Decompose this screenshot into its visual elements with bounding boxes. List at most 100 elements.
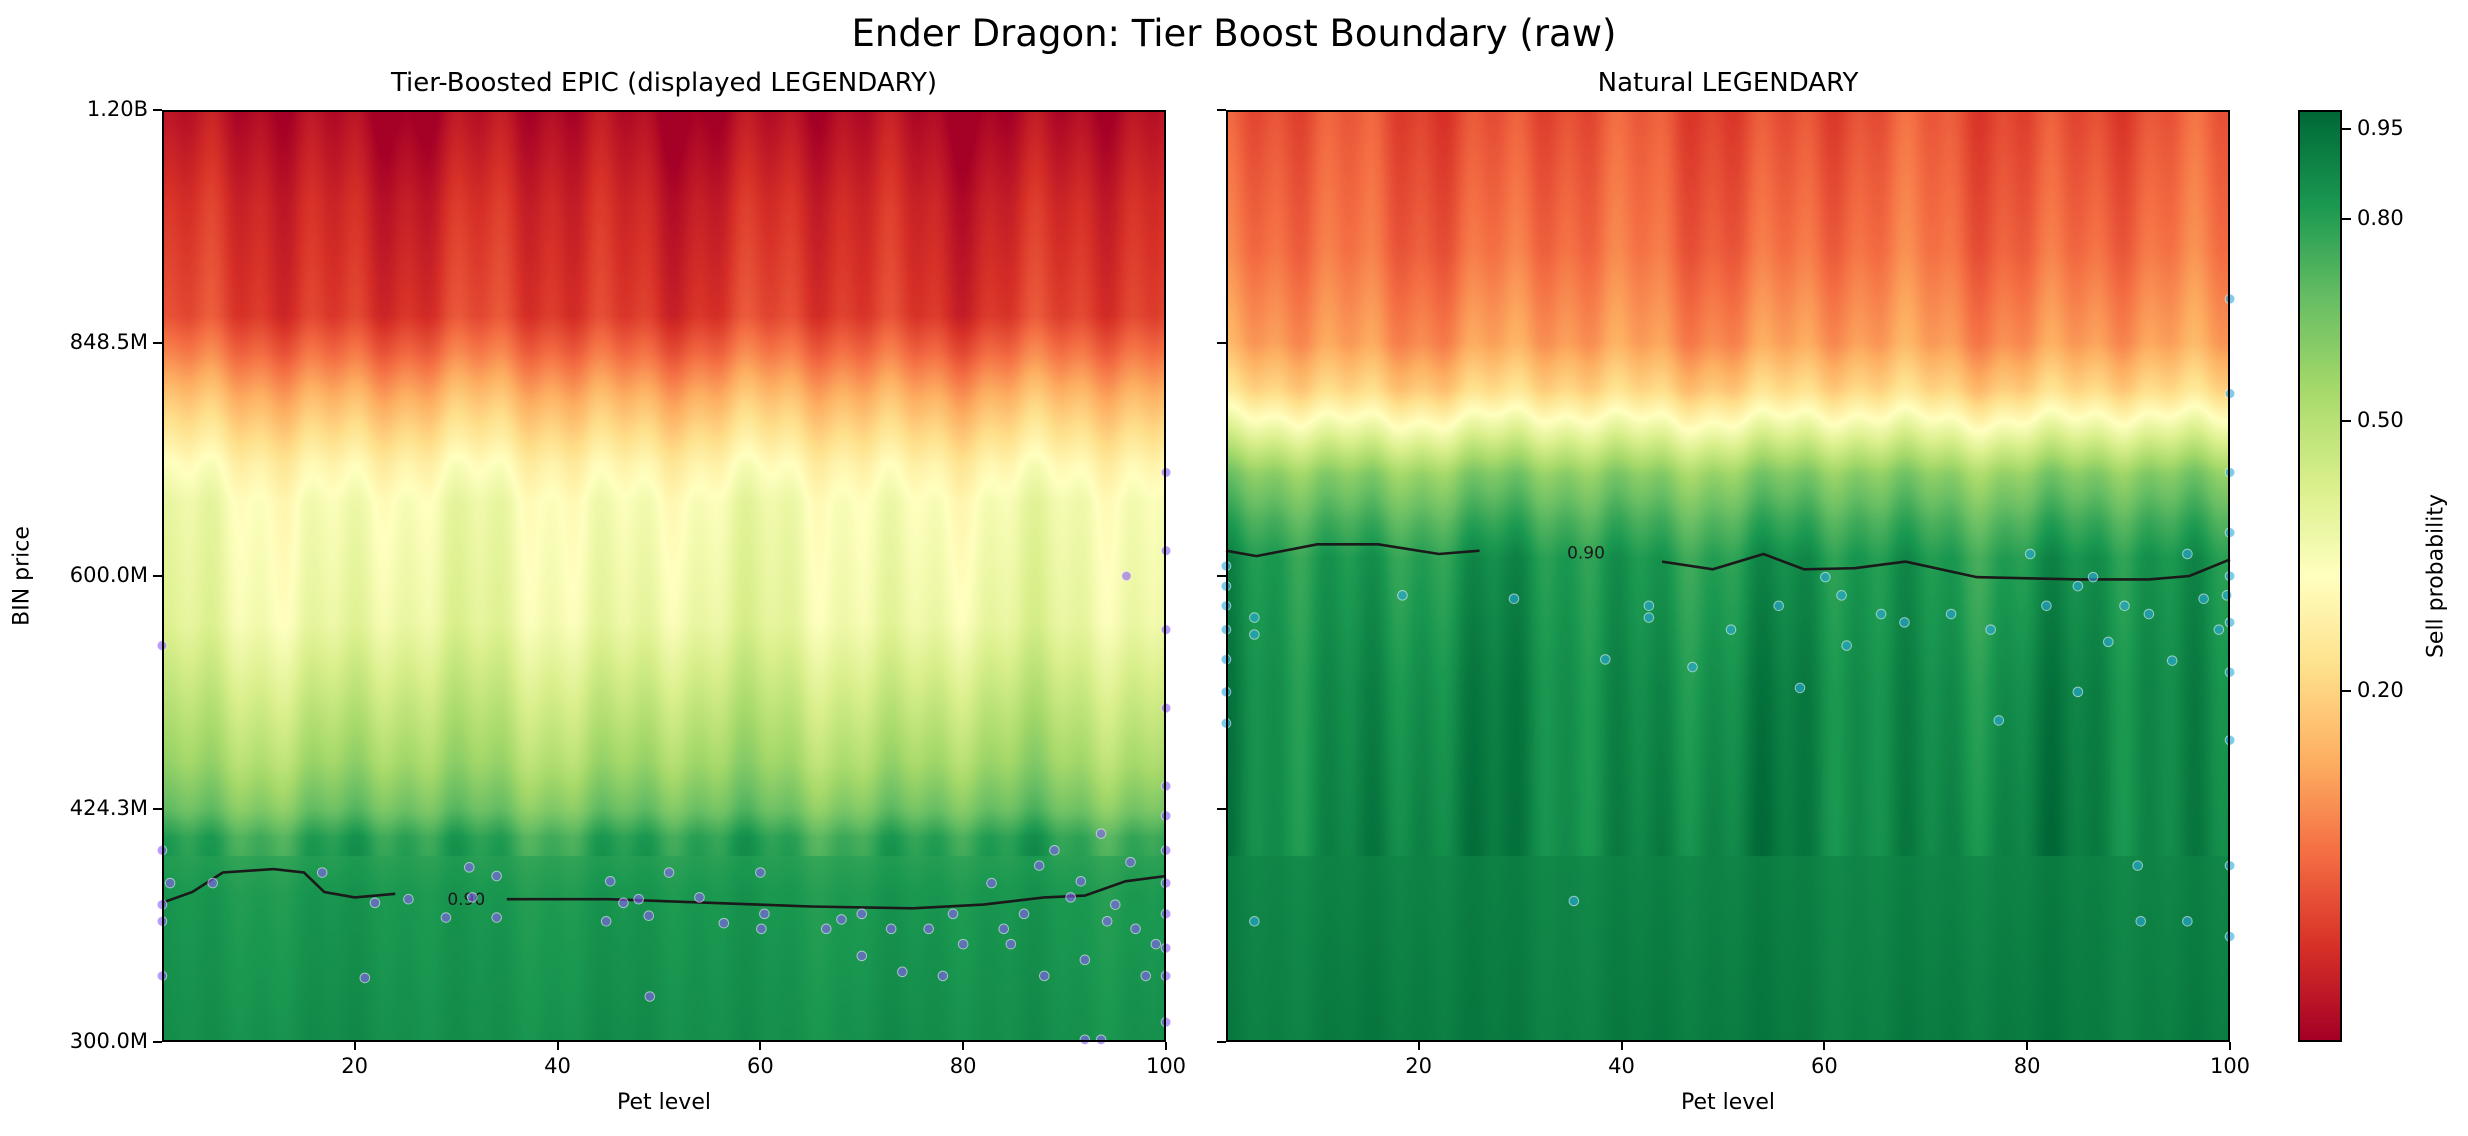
scatter-point [1101,915,1113,927]
scatter-point [856,908,868,920]
scatter-point [2213,624,2225,635]
scatter-point [2182,915,2193,927]
colorbar-tick-mark [2342,420,2351,423]
scatter-point [1160,877,1172,889]
y-tick-mark [153,342,162,345]
scatter-point [718,917,730,929]
scatter-point [1820,571,1831,583]
scatter-point [467,892,478,903]
scatter-point [207,877,219,889]
scatter-point [1109,899,1121,910]
scatter-point [937,970,949,982]
scatter-point [1130,923,1141,935]
scatter-point [2224,860,2236,871]
scatter-point [1095,1034,1107,1046]
scatter-point [1841,640,1852,651]
scatter-point [1160,844,1172,856]
scatter-point [2198,593,2209,605]
scatter-point [633,893,644,905]
contour-label: 0.90 [1567,543,1605,563]
scatter-point [1049,844,1060,856]
y-tick-label: 1.20B [86,97,148,121]
scatter-point [403,893,414,905]
scatter-point [2224,293,2236,305]
scatter-point [1220,717,1232,729]
x-tick-label: 100 [2209,1054,2251,1078]
scatter-point [1160,780,1172,792]
scatter-point [1899,617,1910,628]
colorbar-tick-label: 0.95 [2357,115,2404,140]
colorbar-tick-label: 0.50 [2357,408,2404,433]
scatter-point [1945,608,1957,620]
scatter-point [491,912,502,923]
scatter-point [1993,715,2005,726]
scatter-point [923,923,934,935]
x-tick-mark [759,1042,762,1050]
scatter-point [463,862,475,873]
scatter-point [1018,908,1030,920]
scatter-point [694,892,705,903]
scatter-point [2224,527,2236,538]
x-tick-mark [1165,1042,1167,1050]
scatter-point [986,877,997,889]
scatter-point [1508,593,1520,605]
x-tick-mark [1823,1042,1826,1050]
scatter-point [1079,1034,1091,1046]
x-tick-mark [2026,1042,2029,1050]
right-x-axis-label: Pet level [1681,1090,1775,1115]
scatter-point [2143,608,2155,620]
y-tick-label: 424.3M [69,795,148,820]
scatter-point [1160,467,1172,478]
scatter-point [2072,580,2084,592]
scatter-point [836,914,847,925]
scatter-point [1005,938,1017,950]
scatter-point [2087,571,2099,583]
scatter-point [1643,612,1655,623]
scatter-point [2182,548,2193,560]
y-tick-mark [153,575,162,577]
scatter-point [1687,661,1698,673]
scatter-point [947,908,959,920]
right-panel-title: Natural LEGENDARY [1597,68,1859,98]
scatter-point [1075,876,1087,887]
left-overlay: 0.90 [156,467,1172,1046]
x-tick-label: 100 [1145,1054,1187,1078]
scatter-point [369,897,381,909]
scatter-point [1065,892,1076,903]
right-overlay: 0.90 [1220,293,2236,942]
scatter-point [164,877,176,889]
scatter-point [316,867,328,878]
scatter-point [663,867,675,878]
scatter-point [897,966,908,978]
scatter-point [1121,570,1132,582]
y-tick-mark [1217,109,1226,111]
x-tick-mark [353,1042,356,1050]
scatter-point [1150,938,1162,950]
scatter-point [1875,608,1887,620]
scatter-point [2224,734,2236,746]
scatter-point [1160,1016,1172,1028]
contour-0.90-segment [506,874,1167,910]
scatter-point [2221,590,2233,601]
scatter-point [2166,655,2178,666]
scatter-point [1160,545,1172,557]
scatter-point [1160,970,1172,982]
left-panel-title: Tier-Boosted EPIC (displayed LEGENDARY) [390,68,938,98]
scatter-point [156,844,168,856]
scatter-point [1773,600,1785,612]
scatter-point [756,923,767,935]
scatter-point [1985,624,1996,635]
y-tick-label: 848.5M [69,330,148,355]
scatter-point [1220,580,1232,592]
scatter-point [1160,908,1172,920]
scatter-point [440,912,452,923]
colorbar-tick-mark [2342,218,2351,221]
scatter-point [2132,860,2144,871]
scatter-point [2224,617,2236,628]
scatter-point [1079,954,1091,966]
scatter-point [359,972,371,984]
x-tick-mark [1417,1042,1420,1050]
x-tick-label: 20 [341,1054,369,1078]
left-heatmap-axes: 0.90 [156,110,1172,1046]
x-tick-label: 40 [544,1054,571,1078]
